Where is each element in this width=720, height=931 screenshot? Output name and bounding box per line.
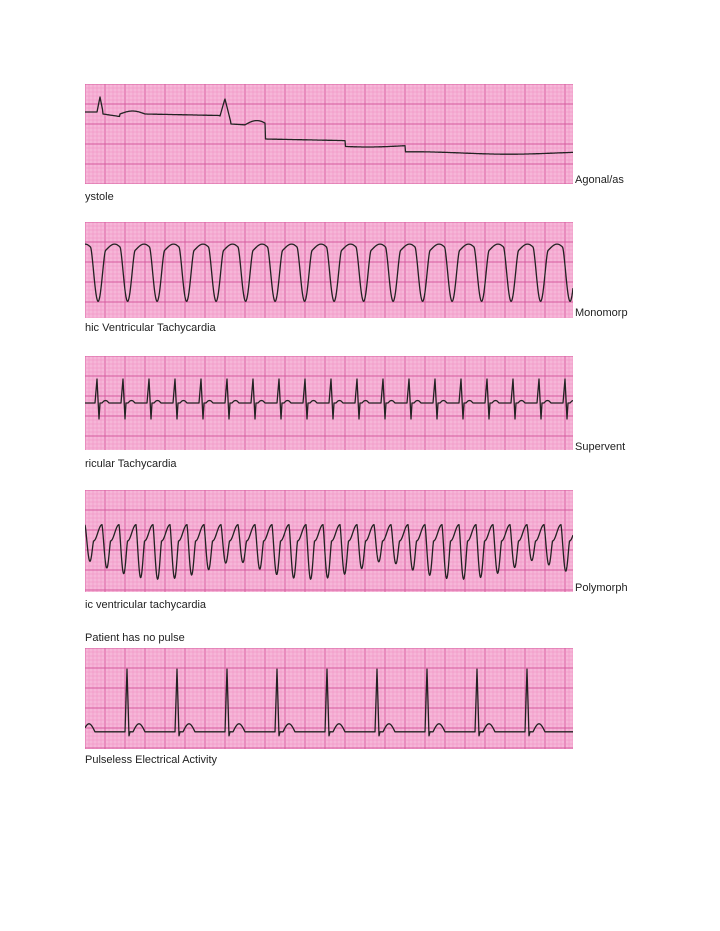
strip-label: hic Ventricular Tachycardia — [85, 322, 216, 334]
strip-label: ystole — [85, 191, 114, 203]
ecg-waveform — [85, 243, 573, 302]
ecg-trace — [85, 648, 573, 749]
strip-label: Agonal/as — [575, 174, 624, 186]
ecg-strip-svt — [85, 356, 573, 450]
ecg-trace — [85, 356, 573, 450]
ecg-trace — [85, 222, 573, 318]
strip-label: Supervent — [575, 441, 626, 453]
ecg-strip-polymorphic-vt — [85, 490, 573, 592]
ecg-waveform — [85, 524, 573, 580]
ecg-strip-monomorphic-vt — [85, 222, 573, 318]
strip-label: Pulseless Electrical Activity — [85, 754, 218, 766]
ecg-waveform — [85, 378, 573, 420]
strip-label: ic ventricular tachycardia — [85, 599, 207, 611]
note-text: Patient has no pulse — [85, 632, 185, 644]
strip-label: Monomorp — [575, 307, 628, 319]
strip-label: ricular Tachycardia — [85, 458, 177, 470]
ecg-strip-agonal — [85, 84, 573, 184]
ecg-waveform — [85, 96, 573, 155]
ecg-trace — [85, 490, 573, 592]
ecg-strip-pea — [85, 648, 573, 749]
ecg-waveform — [85, 668, 573, 737]
ecg-trace — [85, 84, 573, 184]
strip-label: Polymorph — [575, 582, 628, 594]
